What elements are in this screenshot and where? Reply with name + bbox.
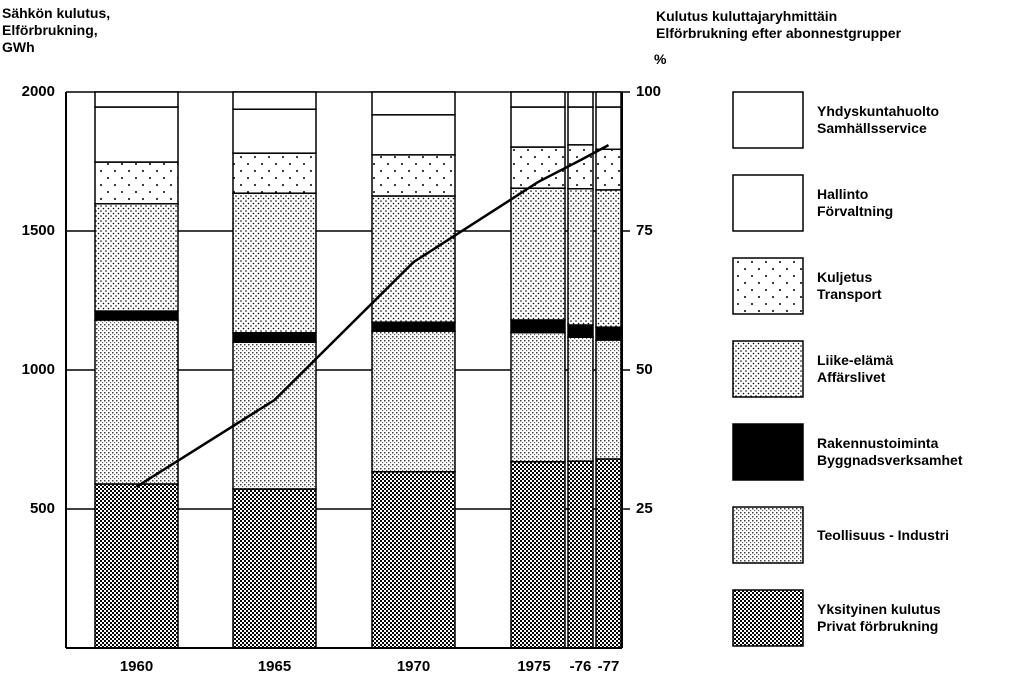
y2-tick-label: 25 (636, 500, 653, 517)
legend-swatch (732, 340, 804, 398)
x-tick-label: -77 (598, 658, 620, 675)
total-line (135, 143, 610, 488)
bar-segment (567, 106, 594, 146)
y2-tick-label: 75 (636, 222, 653, 239)
y2-tick-label: 100 (636, 83, 661, 100)
bar-segment (567, 187, 594, 326)
bar-segment (371, 114, 456, 156)
legend-swatch (732, 423, 804, 481)
x-tick-label: 1975 (517, 658, 550, 675)
bar-segment (595, 458, 622, 649)
bar-segment (232, 108, 317, 154)
legend-label: Hallinto Förvaltning (817, 186, 894, 219)
bar-segment (371, 154, 456, 197)
bar-segment (94, 319, 179, 485)
legend-label: Rakennustoiminta Byggnadsverksamhet (817, 435, 963, 468)
x-tick-label: 1965 (258, 658, 291, 675)
bar-segment (94, 161, 179, 205)
bar-segment (595, 326, 622, 341)
legend-swatch (732, 174, 804, 232)
x-tick-label: 1960 (120, 658, 153, 675)
bar-segment (595, 339, 622, 460)
legend-label: Yksityinen kulutus Privat förbrukning (817, 601, 941, 634)
y-tick-label: 1000 (22, 361, 55, 378)
bar-segment (595, 148, 622, 191)
bar-segment (371, 470, 456, 649)
y2-tick-label: 50 (636, 361, 653, 378)
legend-swatch (732, 257, 804, 315)
y-tick-label: 500 (30, 500, 55, 517)
bar-segment (510, 187, 566, 321)
legend-swatch (732, 91, 804, 149)
legend-label: Kuljetus Transport (817, 269, 882, 302)
bar-segment (567, 144, 594, 190)
bar-segment (371, 195, 456, 323)
bar-segment (510, 319, 566, 334)
y-axis-title: Sähkön kulutus, Elförbrukning, GWh (2, 5, 111, 55)
y2-axis-title: Kulutus kuluttajaryhmittäin Elförbruknin… (656, 8, 902, 41)
x-tick-label: 1970 (397, 658, 430, 675)
bar-segment (232, 91, 317, 110)
legend-label: Liike-elämä Affärslivet (817, 352, 894, 385)
bar-segment (371, 321, 456, 332)
bar-segment (232, 341, 317, 490)
bar-segment (595, 189, 622, 328)
bar-segment (94, 203, 179, 312)
bar-segment (232, 488, 317, 649)
bar-segment (567, 336, 594, 462)
bar-segment (567, 91, 594, 108)
bar-segment (567, 460, 594, 649)
bar-segment (510, 91, 566, 108)
legend-swatch (732, 589, 804, 647)
bar-segment (595, 106, 622, 151)
bar-segment (94, 483, 179, 649)
y-tick-label: 2000 (22, 83, 55, 100)
y-tick-label: 1500 (22, 222, 55, 239)
bar-segment (232, 152, 317, 194)
bar-segment (94, 106, 179, 163)
bar-segment (595, 91, 622, 108)
bar-segment (567, 324, 594, 338)
bar-segment (510, 106, 566, 148)
bar-segment (94, 310, 179, 321)
bar-segment (371, 91, 456, 116)
y2-unit: % (654, 51, 667, 67)
x-tick-label: -76 (570, 658, 592, 675)
bar-segment (94, 91, 179, 108)
bar-segment (510, 460, 566, 649)
bar-segment (232, 192, 317, 334)
bar-segment (371, 330, 456, 473)
legend-label: Yhdyskuntahuolto Samhällsservice (817, 103, 940, 136)
bar-segment (232, 331, 317, 343)
bar-segment (510, 331, 566, 463)
legend-label: Teollisuus - Industri (817, 526, 949, 543)
legend-swatch (732, 506, 804, 564)
